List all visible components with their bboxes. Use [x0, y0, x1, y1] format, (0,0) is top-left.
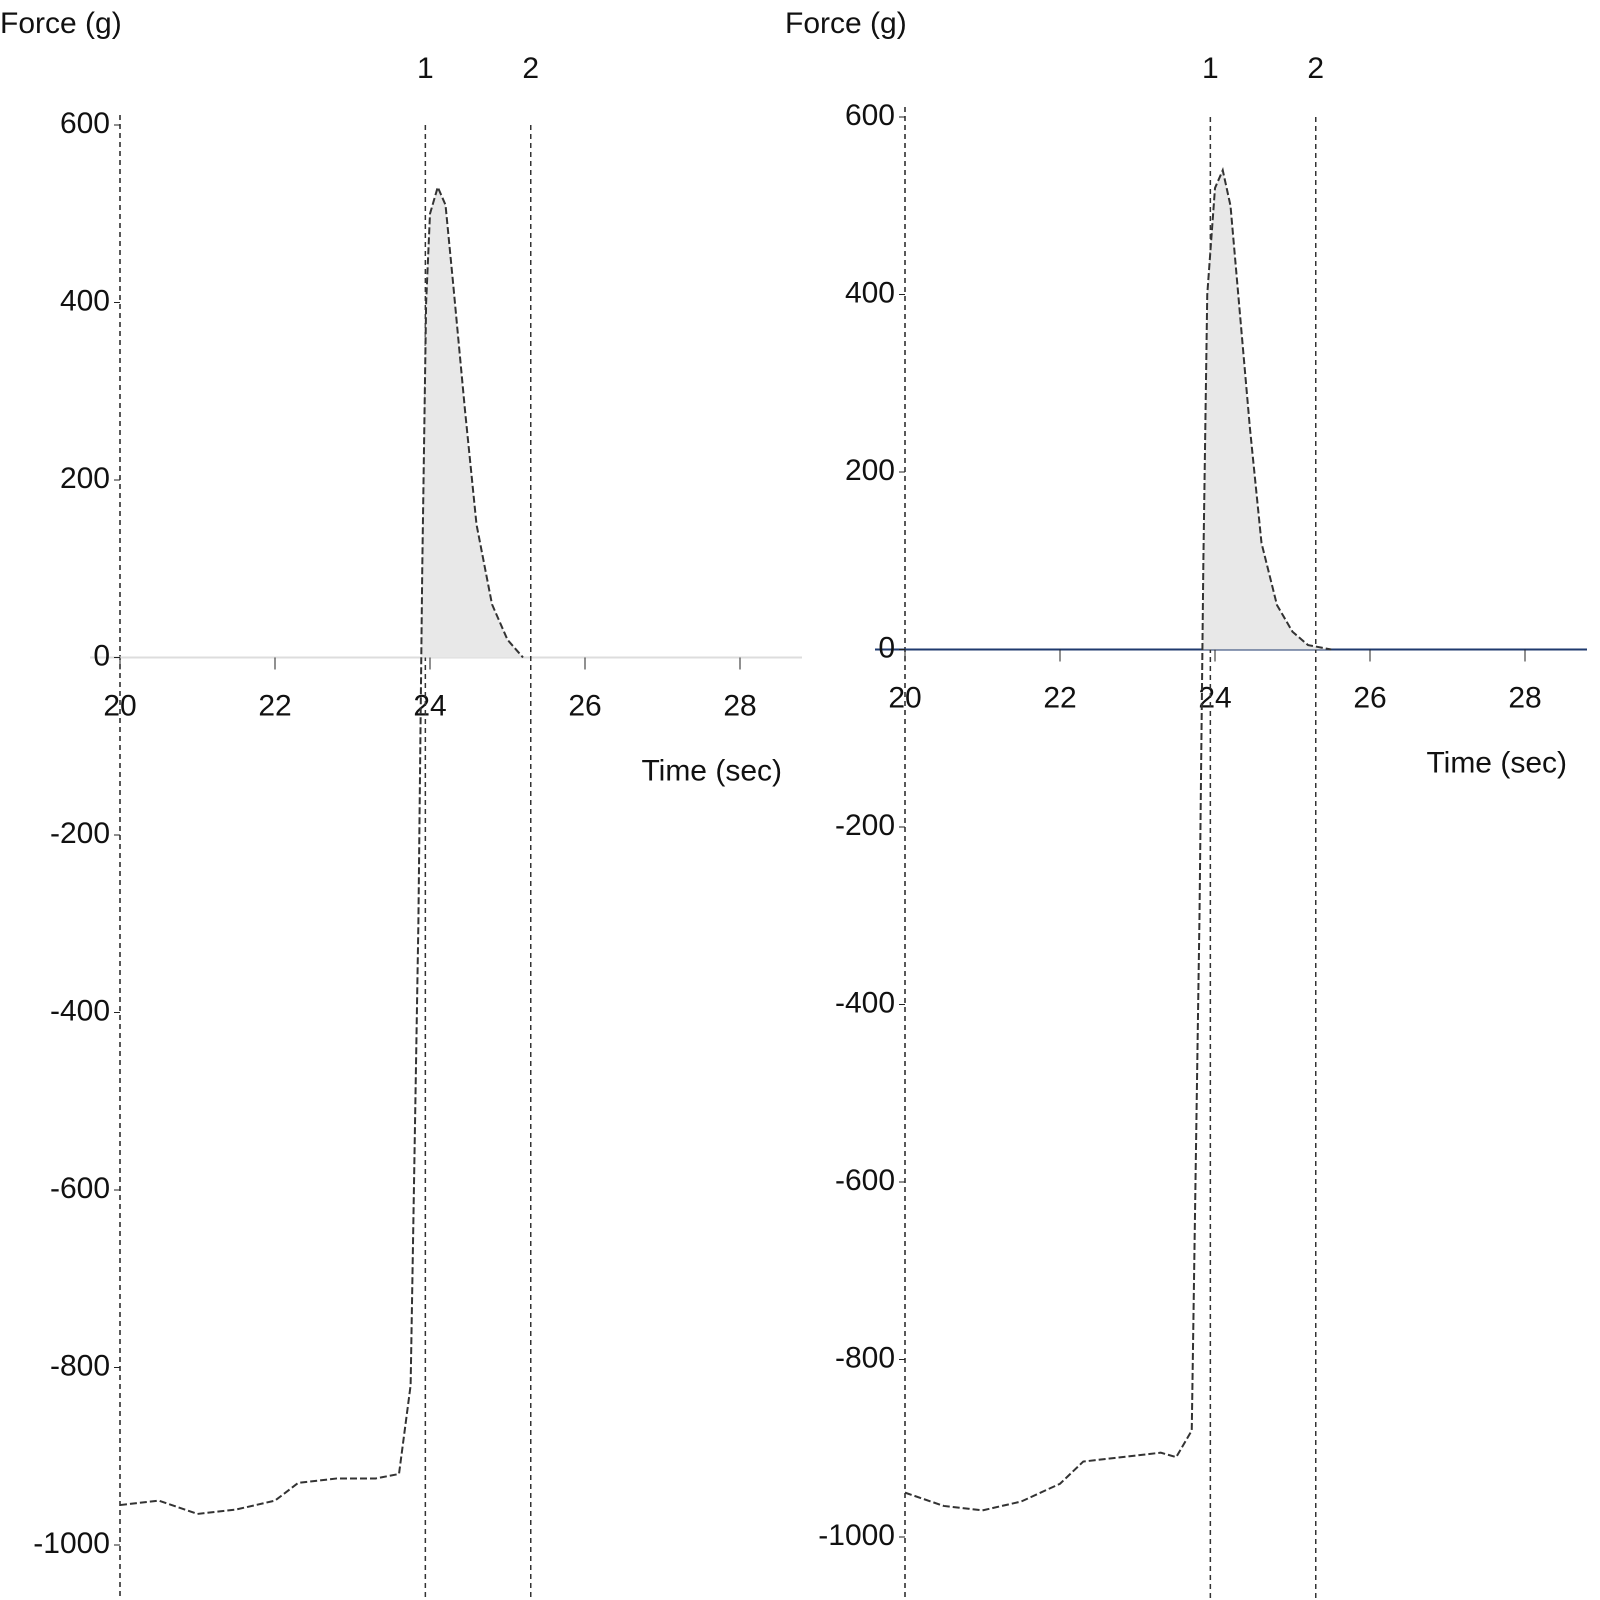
y-tick-label: -400 — [50, 994, 110, 1027]
marker-label: 1 — [1202, 52, 1219, 85]
y-tick-label: 0 — [878, 631, 895, 664]
x-tick-label: 28 — [723, 689, 756, 722]
marker-label: 2 — [522, 52, 539, 85]
y-tick-label: -1000 — [33, 1527, 110, 1560]
y-tick-label: 200 — [845, 454, 895, 487]
x-axis-label: Time (sec) — [1426, 746, 1567, 779]
y-tick-label: -1000 — [818, 1519, 895, 1552]
y-tick-label: 400 — [845, 276, 895, 309]
y-tick-label: -200 — [50, 817, 110, 850]
y-tick-label: 200 — [60, 462, 110, 495]
marker-label: 1 — [417, 52, 434, 85]
x-tick-label: 24 — [1198, 681, 1231, 714]
y-tick-label: 600 — [845, 99, 895, 132]
area — [905, 170, 1332, 650]
y-tick-label: 600 — [60, 107, 110, 140]
y-axis-label: Force (g) — [0, 7, 122, 40]
y-tick-label: -400 — [835, 986, 895, 1019]
x-tick-label: 22 — [258, 689, 291, 722]
x-tick-label: 20 — [103, 689, 136, 722]
y-axis-label: Force (g) — [785, 7, 907, 40]
y-tick-label: -800 — [835, 1341, 895, 1374]
line — [119, 184, 524, 1515]
y-tick-label: 0 — [93, 639, 110, 672]
x-tick-label: 20 — [888, 681, 921, 714]
x-tick-label: 28 — [1508, 681, 1541, 714]
area — [120, 187, 523, 658]
y-tick-label: -600 — [835, 1164, 895, 1197]
x-tick-label: 26 — [1353, 681, 1386, 714]
x-tick-label: 24 — [413, 689, 446, 722]
marker-label: 2 — [1307, 52, 1324, 85]
y-tick-label: -600 — [50, 1172, 110, 1205]
x-tick-label: 26 — [568, 689, 601, 722]
y-tick-label: -800 — [50, 1349, 110, 1382]
x-axis-label: Time (sec) — [641, 754, 782, 787]
line — [904, 167, 1332, 1512]
x-tick-label: 22 — [1043, 681, 1076, 714]
y-tick-label: 400 — [60, 284, 110, 317]
y-tick-label: -200 — [835, 809, 895, 842]
